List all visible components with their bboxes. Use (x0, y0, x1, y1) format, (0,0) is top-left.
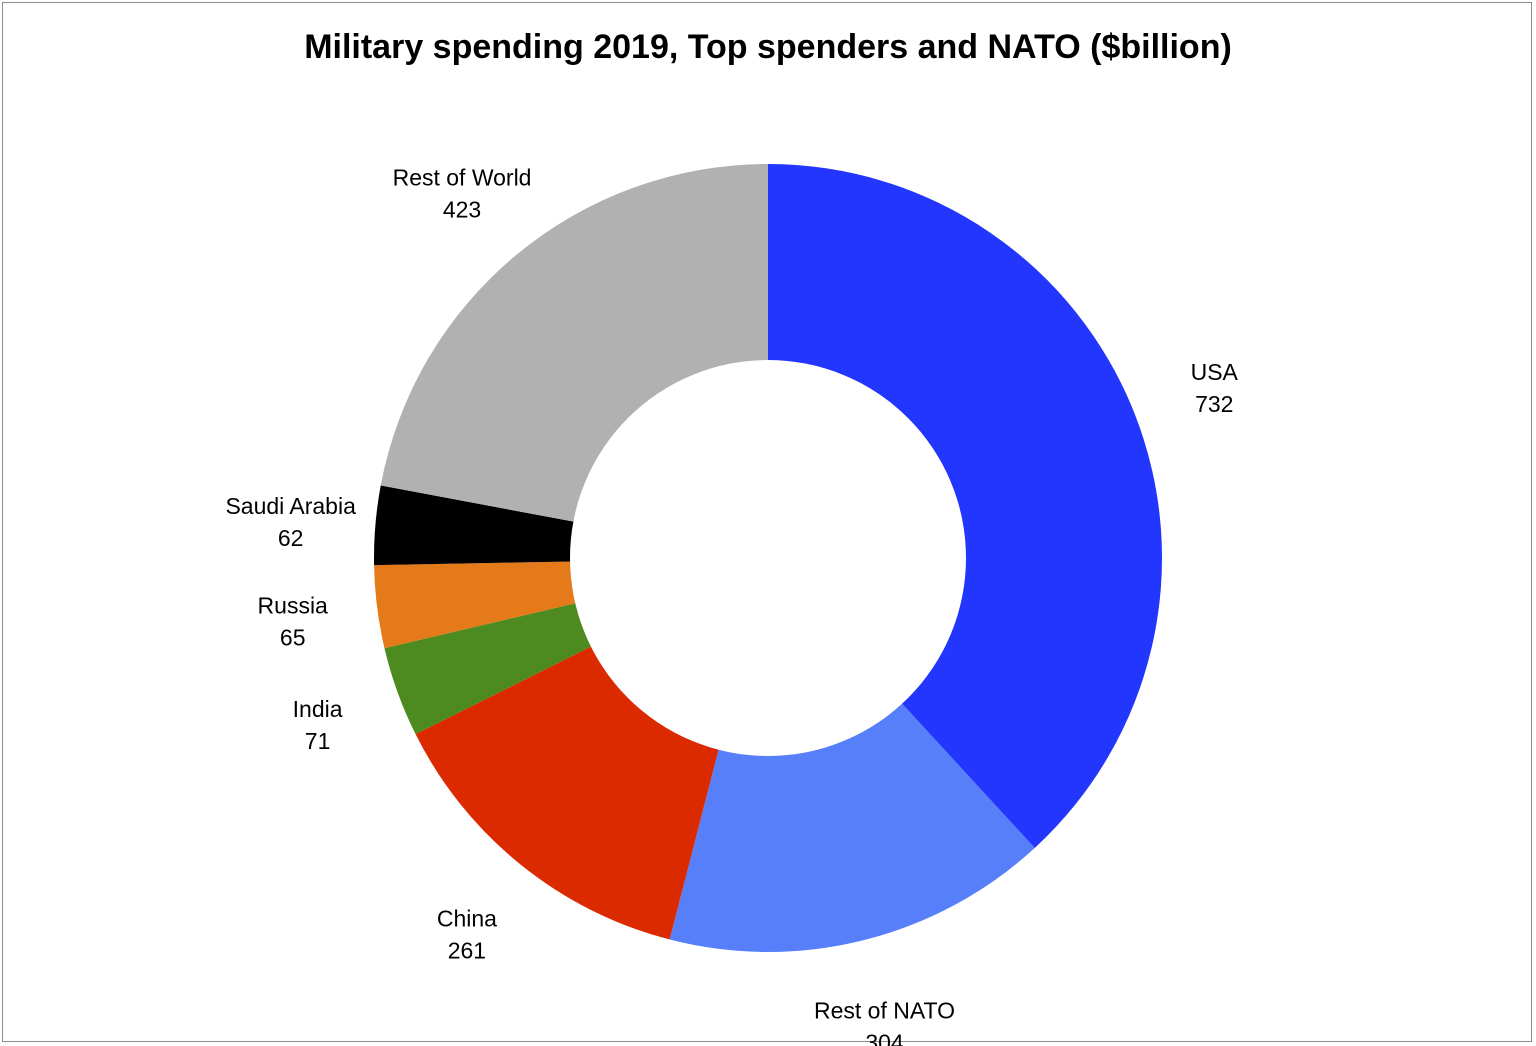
label-name: USA (1191, 359, 1239, 385)
data-label-saudi-arabia: Saudi Arabia 62 (225, 493, 356, 551)
label-name: Rest of NATO (814, 998, 955, 1024)
data-label-russia: Russia 65 (258, 592, 329, 650)
label-value: 423 (443, 196, 481, 222)
data-label-rest-of-world: Rest of World 423 (393, 164, 532, 222)
label-value: 261 (448, 938, 486, 964)
label-name: Rest of World (393, 164, 532, 190)
label-name: India (293, 696, 343, 722)
label-value: 71 (305, 728, 331, 754)
chart-title: Military spending 2019, Top spenders and… (304, 28, 1232, 66)
data-label-usa: USA 732 (1191, 359, 1239, 417)
donut-hole (570, 360, 966, 756)
labels-group: USA 732 Rest of NATO 304 China 261 India 71 Russ… (225, 164, 1238, 1046)
slice-usa (768, 164, 1162, 848)
label-name: China (437, 906, 497, 932)
label-value: 732 (1195, 391, 1233, 417)
data-label-rest-of-nato: Rest of NATO 304 (814, 998, 955, 1046)
label-name: Saudi Arabia (225, 493, 356, 519)
data-label-india: India 71 (293, 696, 343, 754)
label-value: 62 (278, 525, 304, 551)
label-name: Russia (258, 592, 329, 618)
label-value: 65 (280, 624, 306, 650)
label-value: 304 (865, 1030, 904, 1046)
data-label-china: China 261 (437, 906, 497, 964)
